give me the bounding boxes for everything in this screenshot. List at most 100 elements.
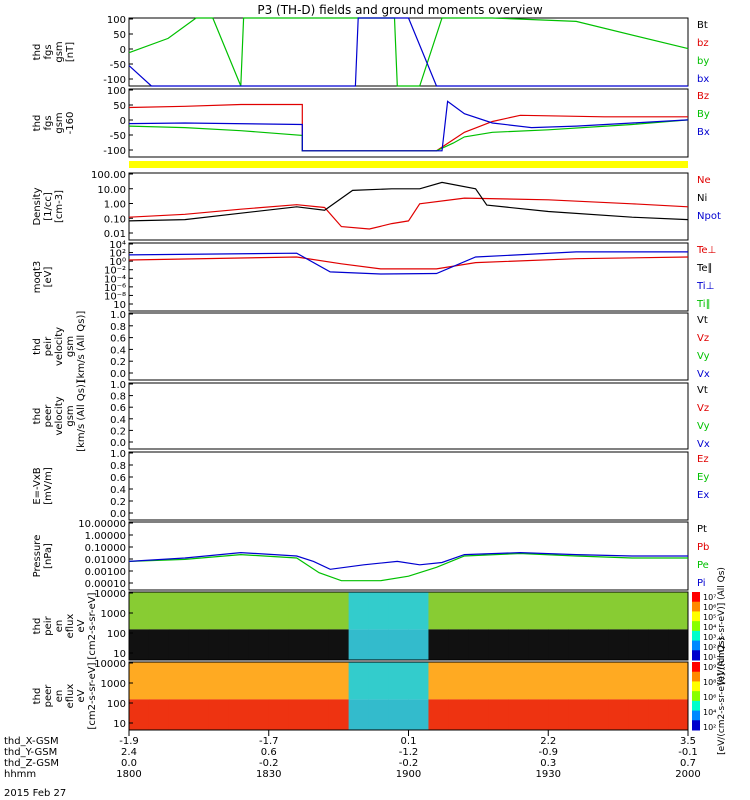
y-axis-label: [cm-3] <box>54 190 65 223</box>
spectrogram-cell <box>148 699 170 730</box>
spectrogram-cell <box>408 629 429 660</box>
legend-entry: Ez <box>697 454 709 465</box>
spectrogram-cell <box>388 662 409 700</box>
spectrogram-cell <box>288 699 310 730</box>
y-tick-label: 0.8 <box>110 322 126 333</box>
spectrogram-cell <box>568 699 589 730</box>
y-tick-label: 1.00000 <box>85 531 126 542</box>
colorbar-segment <box>692 650 700 661</box>
spectrogram-cell <box>668 662 689 700</box>
spectrogram-cell <box>308 699 330 730</box>
spectrogram-cell <box>388 629 409 660</box>
y-tick-label: 1.0 <box>110 310 126 321</box>
spectrogram-cell <box>228 592 250 630</box>
colorbar-segment <box>692 621 700 632</box>
spectrogram-cell <box>608 629 629 660</box>
y-tick-label: 0.6 <box>110 473 126 484</box>
spectrogram-cell <box>129 699 150 730</box>
y-tick-label: 10⁻⁴ <box>104 274 126 285</box>
legend-entry: Bz <box>697 91 709 102</box>
spectrogram-cell <box>268 662 290 700</box>
y-axis-label: [mV/m] <box>43 467 54 505</box>
y-axis-label: en <box>54 620 65 633</box>
y-axis-label: thd <box>32 688 43 705</box>
legend-entry: Pb <box>697 542 709 553</box>
y-tick-label: -50 <box>110 131 126 142</box>
series-line-by <box>128 17 689 87</box>
spectrogram-cell <box>348 629 370 660</box>
spectrogram-cell <box>148 592 170 630</box>
y-tick-label: 10000 <box>94 589 126 600</box>
y-axis-label: peir <box>43 615 54 635</box>
spectrogram-cell <box>448 699 469 730</box>
y-axis-label: thd <box>32 44 43 61</box>
colorbar-tick-label: 10⁹ <box>703 663 716 672</box>
y-tick-label: 1000 <box>101 609 126 620</box>
ephemeris-value: 1800 <box>116 769 141 780</box>
colorbar-segment <box>692 700 700 712</box>
y-axis-label: Pressure <box>32 535 43 578</box>
y-axis-label: peer <box>43 404 54 428</box>
y-axis-label: [nT] <box>65 42 76 62</box>
legend-entry: By <box>697 109 710 120</box>
y-tick-label: 10 <box>113 719 126 730</box>
series-line-bx <box>128 17 688 87</box>
panel-frame-7 <box>128 521 689 591</box>
spectrogram-cell <box>468 699 489 730</box>
spectrogram-cell <box>288 629 310 660</box>
y-tick-label: 0.2 <box>110 497 126 508</box>
spectrogram-cell <box>208 592 230 630</box>
spectrogram-cell <box>588 629 609 660</box>
colorbar-tick-label: 10⁵ <box>703 613 716 622</box>
panel-frame-2 <box>128 172 689 241</box>
y-axis-label: thd <box>32 618 43 635</box>
y-tick-label: 50 <box>113 101 126 112</box>
spectrogram-cell <box>488 662 509 700</box>
spectrogram-cell <box>648 592 669 630</box>
y-tick-label: 0.01000 <box>85 555 126 566</box>
spectrogram-cell <box>129 662 150 700</box>
spectrogram-cell <box>628 699 649 730</box>
y-axis-label: [cm2-s-sr-eV] <box>87 592 98 659</box>
legend-entry: Vy <box>697 351 710 362</box>
y-axis-label: en <box>54 690 65 703</box>
y-tick-label: 10.00000 <box>78 519 126 530</box>
spectrogram-cell <box>668 629 689 660</box>
spectrogram-cell <box>528 662 549 700</box>
colorbar-segment <box>692 601 700 612</box>
colorbar-tick-label: 10⁸ <box>703 678 716 687</box>
ephemeris-row-label: thd_Y-GSM <box>4 747 57 758</box>
spectrogram-cell <box>608 592 629 630</box>
spectrogram-cell <box>528 629 549 660</box>
ephemeris-value: 2.2 <box>540 736 556 747</box>
colorbar-segment <box>692 720 700 731</box>
ephemeris-row-label: thd_X-GSM <box>4 736 59 747</box>
series-line-Te⊥ <box>128 256 689 270</box>
ephemeris-value: -1.9 <box>119 736 139 747</box>
y-tick-label: 0.4 <box>110 485 126 496</box>
legend-entry: Vz <box>697 333 709 344</box>
spectrogram-cell <box>428 699 449 730</box>
spectrogram-cell <box>488 629 509 660</box>
y-tick-label: 0 <box>120 116 126 127</box>
spectrogram-cell <box>328 699 350 730</box>
ephemeris-value: -1.2 <box>399 747 419 758</box>
spectrogram-cell <box>588 592 609 630</box>
y-tick-label: 0.0 <box>110 369 126 380</box>
spectrogram-9 <box>129 662 689 730</box>
spectrogram-cell <box>488 592 509 630</box>
spectrogram-cell <box>628 629 649 660</box>
y-tick-label: 100.00 <box>91 170 126 181</box>
ephemeris-value: 0.6 <box>261 747 277 758</box>
spectrogram-cell <box>588 662 609 700</box>
y-tick-label: 10 <box>113 649 126 660</box>
y-tick-label: 0.8 <box>110 392 126 403</box>
colorbar-tick-label: 10⁶ <box>703 693 716 702</box>
y-axis-label: gsm <box>54 41 65 62</box>
ephemeris-value: 1900 <box>396 769 421 780</box>
y-tick-label: 0.0 <box>110 438 126 449</box>
spectrogram-cell <box>428 592 449 630</box>
spectrogram-cell <box>348 592 370 630</box>
